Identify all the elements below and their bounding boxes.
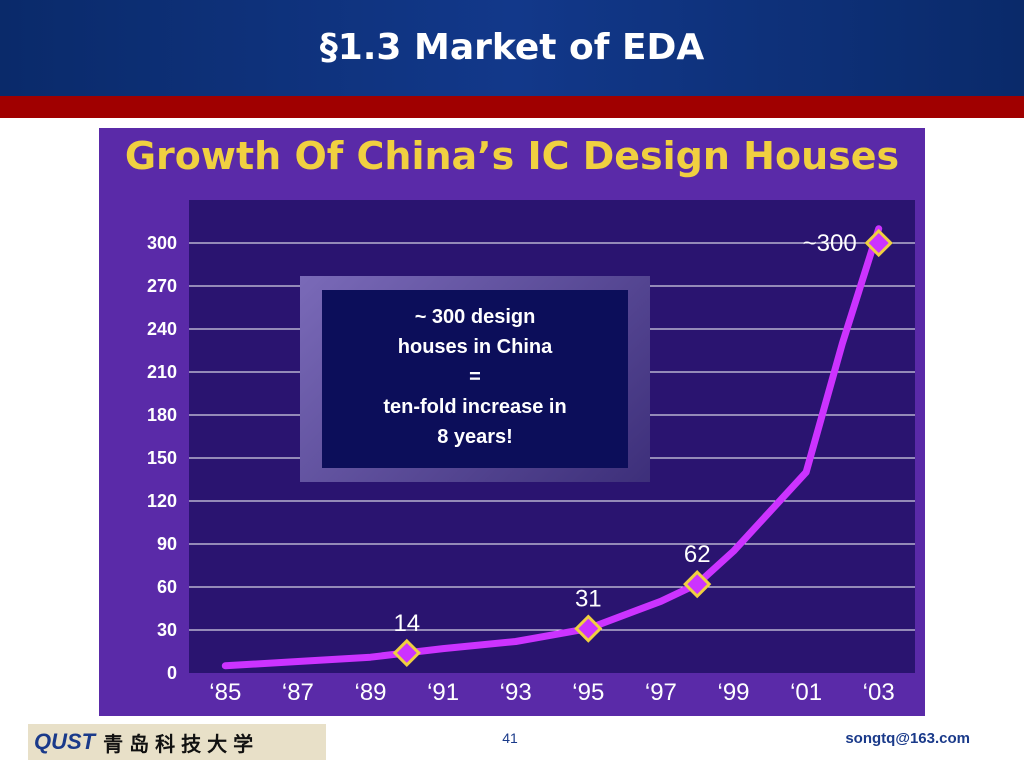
data-point-marker: [574, 614, 603, 643]
university-logo: QUST 青岛科技大学: [28, 724, 326, 760]
data-label: 14: [393, 610, 420, 637]
slide-header: [0, 0, 1024, 96]
data-label: 62: [684, 541, 711, 568]
data-label: ~300: [803, 230, 857, 257]
x-tick-label: ‘93: [500, 679, 532, 706]
y-tick-label: 210: [147, 362, 177, 382]
data-point-marker: [392, 638, 421, 668]
x-tick-label: ‘87: [282, 679, 314, 706]
y-tick-label: 60: [157, 577, 177, 597]
x-tick-label: ‘01: [790, 679, 822, 706]
slide-title: §1.3 Market of EDA: [319, 27, 705, 68]
x-tick-label: ‘97: [645, 679, 677, 706]
x-tick-label: ‘91: [427, 679, 459, 706]
callout-text: ~ 300 design houses in China = ten-fold …: [322, 290, 628, 468]
data-point-marker: [864, 228, 893, 258]
callout-box: ~ 300 design houses in China = ten-fold …: [300, 276, 650, 482]
x-tick-label: ‘03: [863, 679, 895, 706]
x-tick-label: ‘85: [209, 679, 241, 706]
logo-text: 青岛科技大学: [103, 731, 260, 756]
callout-line-4: ten-fold increase in: [383, 396, 567, 418]
y-tick-label: 300: [147, 233, 177, 253]
x-tick-label: ‘95: [572, 679, 604, 706]
callout-line-5: 8 years!: [437, 426, 513, 448]
x-tick-label: ‘99: [717, 679, 749, 706]
y-tick-label: 180: [147, 405, 177, 425]
y-tick-label: 150: [147, 448, 177, 468]
y-tick-label: 270: [147, 276, 177, 296]
callout-line-2: houses in China: [397, 336, 553, 358]
logo-mark: QUST: [34, 729, 96, 754]
callout-line-3: =: [469, 366, 481, 388]
data-point-marker: [683, 570, 712, 599]
data-label: 31: [575, 586, 602, 613]
header-accent-bar: [0, 96, 1024, 118]
y-tick-label: 120: [147, 491, 177, 511]
chart-title: Growth Of China’s IC Design Houses: [124, 134, 900, 178]
y-tick-label: 240: [147, 319, 177, 339]
y-tick-label: 0: [167, 663, 177, 683]
contact-email: songtq@163.com: [845, 730, 970, 747]
page-number: 41: [502, 730, 518, 746]
callout-line-1: ~ 300 design: [414, 306, 536, 328]
y-tick-label: 30: [157, 620, 177, 640]
y-tick-label: 90: [157, 534, 177, 554]
x-tick-label: ‘89: [354, 679, 386, 706]
